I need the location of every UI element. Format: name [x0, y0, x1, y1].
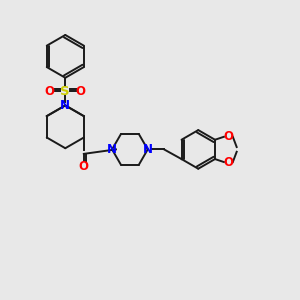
Text: N: N — [60, 99, 70, 112]
Text: O: O — [224, 130, 233, 143]
Text: O: O — [76, 85, 86, 98]
Text: S: S — [61, 85, 70, 98]
Text: O: O — [45, 85, 55, 98]
Text: N: N — [107, 143, 117, 156]
Text: N: N — [143, 143, 153, 156]
Text: O: O — [224, 155, 233, 169]
Text: O: O — [79, 160, 89, 173]
